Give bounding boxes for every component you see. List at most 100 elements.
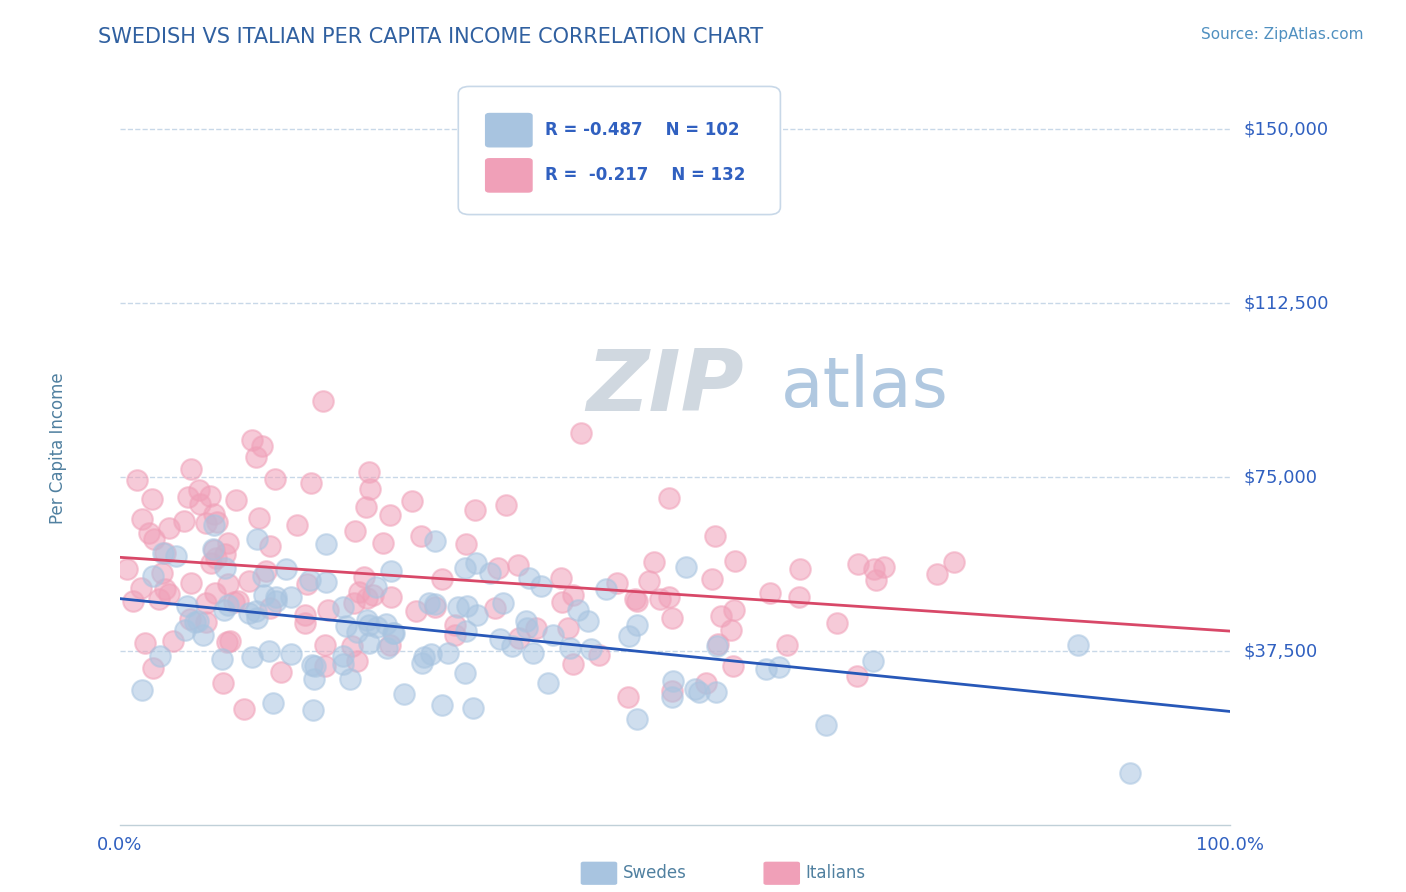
Text: Source: ZipAtlas.com: Source: ZipAtlas.com (1201, 27, 1364, 42)
Point (720, 623, 742, 637)
Point (357, 636, 380, 650)
Point (626, 618, 648, 632)
Point (193, 627, 215, 641)
Point (246, 532, 269, 546)
Point (332, 657, 354, 672)
Point (314, 659, 336, 673)
Point (658, 590, 681, 604)
Point (297, 576, 319, 591)
Point (626, 712, 648, 726)
Point (380, 590, 402, 604)
Point (195, 516, 218, 530)
Point (516, 621, 538, 635)
Point (166, 549, 188, 564)
Point (142, 569, 165, 583)
Point (721, 659, 744, 673)
Point (776, 638, 799, 652)
Point (245, 604, 267, 618)
Point (551, 595, 574, 609)
Text: $75,000: $75,000 (1243, 468, 1317, 486)
Point (202, 507, 225, 521)
Point (675, 560, 697, 574)
Point (361, 588, 384, 602)
Point (789, 562, 811, 576)
Point (942, 555, 965, 569)
Point (225, 492, 247, 507)
Point (195, 595, 218, 609)
Point (661, 690, 683, 704)
Point (332, 648, 354, 663)
Point (294, 608, 316, 623)
Point (214, 547, 236, 561)
FancyBboxPatch shape (485, 112, 533, 147)
Point (814, 718, 837, 732)
Text: $37,500: $37,500 (1243, 642, 1317, 660)
Point (339, 672, 361, 686)
Point (264, 590, 287, 604)
Point (212, 602, 235, 616)
FancyBboxPatch shape (485, 158, 533, 193)
Point (304, 658, 326, 673)
Point (356, 591, 378, 605)
Point (846, 557, 869, 571)
Point (550, 571, 572, 585)
Point (150, 566, 173, 580)
Point (695, 676, 717, 690)
Point (259, 601, 281, 615)
Point (444, 618, 467, 632)
Point (280, 591, 302, 605)
Point (515, 614, 537, 628)
Point (238, 606, 260, 620)
Point (787, 591, 810, 605)
Point (638, 574, 661, 589)
Point (359, 482, 381, 496)
Text: Italians: Italians (806, 864, 866, 882)
Point (125, 473, 148, 487)
Point (257, 644, 280, 658)
Point (254, 564, 277, 578)
Point (557, 621, 579, 635)
Point (723, 602, 745, 616)
Point (419, 648, 441, 662)
Point (588, 648, 610, 663)
Point (217, 577, 239, 591)
Point (643, 555, 665, 569)
Point (453, 666, 475, 681)
Point (447, 600, 470, 615)
Point (595, 582, 617, 596)
Point (315, 537, 337, 551)
Point (276, 562, 298, 576)
Point (343, 596, 366, 610)
Point (409, 529, 432, 543)
Point (517, 571, 540, 585)
Point (364, 580, 387, 594)
Point (359, 618, 381, 632)
Point (264, 594, 287, 608)
Point (184, 615, 207, 629)
Point (423, 597, 446, 611)
Point (162, 633, 184, 648)
Point (285, 517, 308, 532)
Point (173, 623, 195, 637)
Point (706, 640, 728, 654)
Point (1067, 638, 1090, 652)
Point (335, 618, 357, 632)
Point (314, 639, 336, 653)
Point (405, 604, 427, 618)
Point (259, 539, 281, 553)
Point (205, 515, 228, 529)
Point (346, 654, 368, 668)
Text: $112,500: $112,500 (1243, 294, 1329, 312)
Point (202, 518, 225, 533)
Point (489, 632, 512, 646)
Point (430, 698, 453, 712)
Text: SWEDISH VS ITALIAN PER CAPITA INCOME CORRELATION CHART: SWEDISH VS ITALIAN PER CAPITA INCOME COR… (98, 27, 763, 46)
Point (375, 640, 398, 655)
Point (117, 562, 139, 576)
Point (152, 546, 174, 560)
Point (378, 638, 401, 652)
Point (195, 615, 218, 629)
Point (508, 558, 530, 573)
Point (214, 561, 236, 575)
Point (204, 543, 226, 558)
